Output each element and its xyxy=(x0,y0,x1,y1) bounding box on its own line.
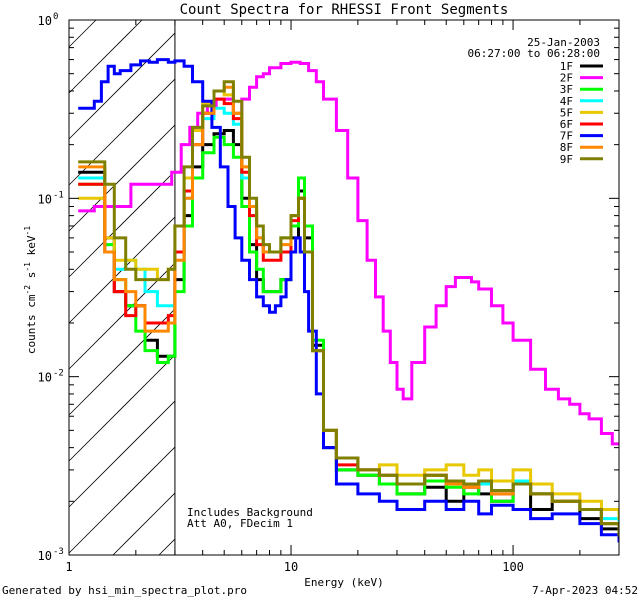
hatch-line xyxy=(68,170,176,278)
legend-label-1F: 1F xyxy=(560,60,573,73)
legend-label-5F: 5F xyxy=(560,106,573,119)
hatch-line xyxy=(112,492,176,556)
hatch-line xyxy=(68,124,176,232)
x-tick-label: 10 xyxy=(284,560,298,574)
y-label-part-f: -1 xyxy=(23,226,32,236)
footer-generator: Generated by hsi_min_spectra_plot.pro xyxy=(2,584,247,597)
y-tick-label: 10 xyxy=(38,371,52,385)
legend-label-6F: 6F xyxy=(560,118,573,131)
background-hatch-region xyxy=(68,19,176,556)
x-axis-label: Energy (keV) xyxy=(304,576,383,589)
hatch-line xyxy=(68,400,176,508)
y-tick-exponent: -1 xyxy=(53,190,64,200)
hatch-line xyxy=(158,538,176,556)
legend-label-4F: 4F xyxy=(560,95,573,108)
note-background: Includes Background xyxy=(187,506,313,519)
y-label-part-c: s xyxy=(25,272,38,285)
series-line-7F xyxy=(78,58,619,543)
hatch-line xyxy=(68,19,97,48)
series-line-8F xyxy=(78,85,619,537)
legend-label-7F: 7F xyxy=(560,130,573,143)
legend-label-3F: 3F xyxy=(560,83,573,96)
hatch-line xyxy=(68,19,143,94)
series-line-2F xyxy=(78,60,619,446)
y-tick-label: 10 xyxy=(38,14,52,28)
y-label-part-d: -1 xyxy=(23,262,32,272)
x-tick-label: 1 xyxy=(65,560,72,574)
y-tick-exponent: -2 xyxy=(53,369,64,379)
date-label: 25-Jan-2003 xyxy=(527,36,600,49)
y-label-part-b: -2 xyxy=(23,285,32,295)
hatch-line xyxy=(68,308,176,416)
y-tick-exponent: 0 xyxy=(53,12,58,22)
y-tick-label: 10 xyxy=(38,192,52,206)
hatch-line xyxy=(68,446,176,554)
y-label-part-a: counts cm xyxy=(25,294,38,354)
hatch-line xyxy=(68,32,176,140)
plot-frame xyxy=(68,19,620,556)
series-line-3F xyxy=(78,135,619,537)
time-range-label: 06:27:00 to 06:28:00 xyxy=(468,47,600,60)
series-group xyxy=(78,58,619,543)
legend-label-8F: 8F xyxy=(560,141,573,154)
legend-label-9F: 9F xyxy=(560,153,573,166)
footer-timestamp: 7-Apr-2023 04:52 xyxy=(532,584,638,597)
y-tick-label: 10 xyxy=(38,549,52,563)
y-label-part-e: keV xyxy=(25,235,38,262)
hatch-line xyxy=(68,354,176,462)
x-tick-label: 100 xyxy=(502,560,524,574)
chart-title: Count Spectra for RHESSI Front Segments xyxy=(180,2,509,18)
series-line-9F xyxy=(78,80,619,537)
y-tick-exponent: -3 xyxy=(53,547,64,557)
hatch-line xyxy=(68,78,176,186)
note-attenuator: Att A0, FDecim 1 xyxy=(187,517,293,530)
legend-label-2F: 2F xyxy=(560,72,573,85)
y-axis-label: counts cm-2 s-1 keV-1 xyxy=(23,226,38,354)
